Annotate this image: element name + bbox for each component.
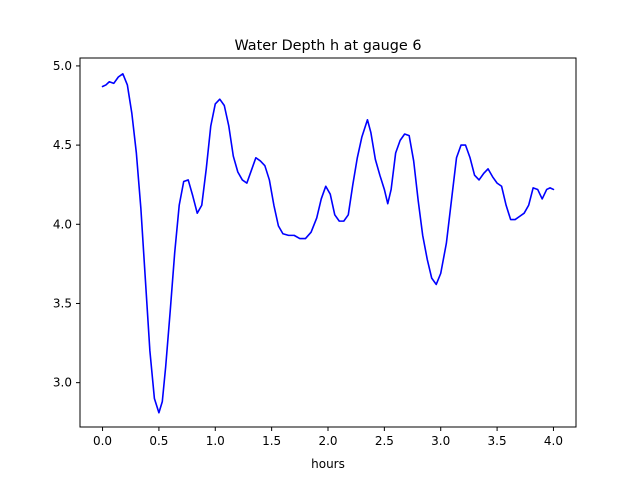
chart-title: Water Depth h at gauge 6 — [234, 38, 421, 54]
x-tick-label: 3.0 — [431, 434, 450, 448]
x-tick-label: 2.0 — [318, 434, 337, 448]
x-tick-label: 2.5 — [375, 434, 394, 448]
axes-frame — [79, 57, 577, 428]
y-tick-label: 5.0 — [53, 59, 72, 73]
x-tick-label: 1.5 — [262, 434, 281, 448]
x-tick-label: 1.0 — [206, 434, 225, 448]
y-tick-label: 4.5 — [53, 138, 72, 152]
x-axis-label: hours — [311, 457, 345, 471]
x-axis: 0.0 0.5 1.0 1.5 2.0 2.5 3.0 3.5 4.0 — [93, 427, 563, 448]
x-tick-label: 0.0 — [93, 434, 112, 448]
x-tick-label: 4.0 — [544, 434, 563, 448]
y-tick-label: 3.5 — [53, 296, 72, 310]
series-line-0 — [101, 73, 555, 414]
y-tick-label: 3.0 — [53, 376, 72, 390]
x-tick-label: 0.5 — [149, 434, 168, 448]
x-tick-label: 3.5 — [488, 434, 507, 448]
y-tick-label: 4.0 — [53, 217, 72, 231]
y-axis: 3.0 3.5 4.0 4.5 5.0 — [53, 59, 80, 390]
plot-area — [101, 73, 555, 414]
